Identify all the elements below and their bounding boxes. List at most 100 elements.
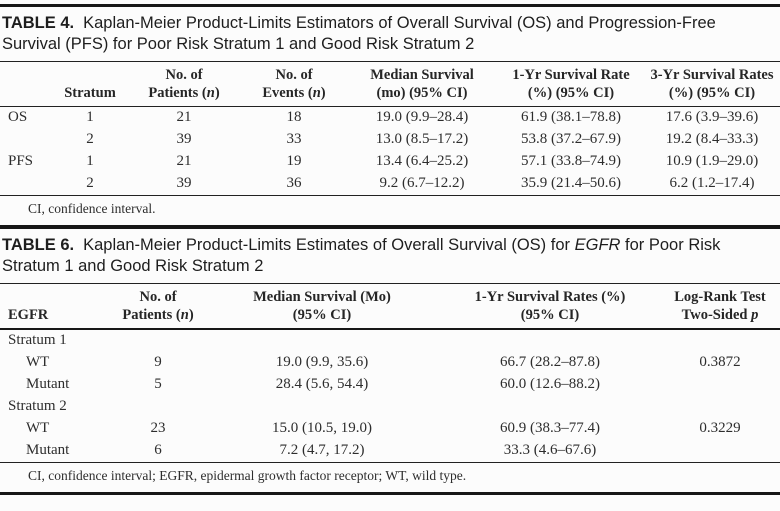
italic-n: n: [180, 307, 189, 323]
cell-egfr: WT: [26, 354, 50, 370]
cell-patients: 23: [150, 420, 166, 436]
cell-patients: 21: [176, 153, 192, 169]
cell-median: 19.0 (9.9–28.4): [375, 109, 469, 125]
col-header-median-line2: (95% CI): [292, 307, 352, 323]
col-header-stratum: Stratum: [54, 62, 126, 107]
cell-pvalue: 0.3229: [699, 420, 741, 436]
col-header-events-line2: Events (: [262, 85, 313, 101]
cell-median: 7.2 (4.7, 17.2): [279, 442, 365, 458]
cell-events: 33: [286, 131, 302, 147]
table4-header-row: Stratum No. of Patients (n) No. of Events …: [0, 61, 780, 107]
cell-group: PFS: [8, 153, 34, 169]
cell-3yr: 17.6 (3.9–39.6): [665, 109, 759, 125]
table4-header: Stratum No. of Patients (n) No. of Events …: [0, 61, 780, 107]
col-header-patients-line2: Patients (: [148, 85, 207, 101]
cell-pvalue: [660, 374, 780, 396]
col-header-patients: No. of Patients (n): [126, 62, 242, 107]
table4-title-text: Kaplan-Meier Product-Limits Estimators o…: [2, 14, 716, 53]
cell-patients: 39: [176, 131, 192, 147]
table-row: 2 39 33 13.0 (8.5–17.2) 53.8 (37.2–67.9)…: [0, 129, 780, 151]
cell-patients: 21: [176, 109, 192, 125]
cell-patients: 6: [154, 442, 162, 458]
table-row-group: Stratum 1: [0, 329, 780, 352]
col-header-patients-close: ): [188, 307, 194, 323]
col-header-3yr: 3-Yr Survival Rates (%) (95% CI): [644, 62, 780, 107]
journal-page: TABLE 4. Kaplan-Meier Product-Limits Esti…: [0, 4, 780, 511]
table-4-section: TABLE 4. Kaplan-Meier Product-Limits Esti…: [0, 4, 780, 229]
cell-1yr: 66.7 (28.2–87.8): [500, 354, 600, 370]
col-header-logrank: Log-Rank Test Two-Sided p: [660, 284, 780, 330]
table6-title-pre: Kaplan-Meier Product-Limits Estimates of…: [83, 236, 575, 254]
table6-bottom-rule: [0, 492, 780, 495]
table-row: 2 39 36 9.2 (6.7–12.2) 35.9 (21.4–50.6) …: [0, 173, 780, 195]
col-header-1yr-line2: (95% CI): [520, 307, 580, 323]
table4-body: OS 1 21 18 19.0 (9.9–28.4) 61.9 (38.1–78…: [0, 107, 780, 196]
table4-bottom-rule: [0, 225, 780, 229]
cell-patients: 9: [154, 354, 162, 370]
table4-top-rule: [0, 4, 780, 7]
cell-median: 9.2 (6.7–12.2): [379, 175, 465, 191]
table-row: Mutant 6 7.2 (4.7, 17.2) 33.3 (4.6–67.6): [0, 440, 780, 462]
table-row: WT 9 19.0 (9.9, 35.6) 66.7 (28.2–87.8) 0…: [0, 352, 780, 374]
cell-events: 19: [286, 153, 302, 169]
col-header-1yr: 1-Yr Survival Rate (%) (95% CI): [498, 62, 644, 107]
cell-egfr: Mutant: [26, 376, 70, 392]
table6-label: TABLE 6.: [2, 236, 75, 254]
col-header-1yr-line1: 1-Yr Survival Rates (%): [474, 289, 626, 305]
col-header-patients: No. of Patients (n): [112, 284, 204, 330]
cell-1yr: 57.1 (33.8–74.9): [521, 153, 621, 169]
table-row: Mutant 5 28.4 (5.6, 54.4) 60.0 (12.6–88.…: [0, 374, 780, 396]
table6-header: EGFR No. of Patients (n) Median Survival …: [0, 283, 780, 330]
cell-3yr: 6.2 (1.2–17.4): [669, 175, 755, 191]
table-row-group: Stratum 2: [0, 396, 780, 418]
col-header-egfr: EGFR: [8, 307, 49, 323]
col-header-events-line1: No. of: [275, 67, 313, 83]
cell-patients: 5: [154, 376, 162, 392]
col-header-patients-line1: No. of: [165, 67, 203, 83]
cell-events: 36: [286, 175, 302, 191]
col-header-patients-line1: No. of: [139, 289, 177, 305]
col-header-3yr-line2: (%) (95% CI): [668, 85, 756, 101]
table6-footnote: CI, confidence interval; EGFR, epidermal…: [0, 462, 780, 492]
col-header-median-line1: Median Survival: [370, 67, 474, 83]
col-header-events-close: ): [320, 85, 326, 101]
table6: EGFR No. of Patients (n) Median Survival …: [0, 283, 780, 462]
col-header-1yr-line1: 1-Yr Survival Rate: [512, 67, 630, 83]
cell-median: 28.4 (5.6, 54.4): [275, 376, 369, 392]
col-header-events: No. of Events (n): [242, 62, 346, 107]
cell-3yr: 19.2 (8.4–33.3): [665, 131, 759, 147]
cell-egfr: WT: [26, 420, 50, 436]
cell-median: 15.0 (10.5, 19.0): [272, 420, 372, 436]
col-header-3yr-line1: 3-Yr Survival Rates: [650, 67, 774, 83]
col-header-median-line1: Median Survival (Mo): [253, 289, 391, 305]
cell-1yr: 61.9 (38.1–78.8): [521, 109, 621, 125]
table6-header-row: EGFR No. of Patients (n) Median Survival …: [0, 283, 780, 330]
table-row: PFS 1 21 19 13.4 (6.4–25.2) 57.1 (33.8–7…: [0, 151, 780, 173]
italic-p: p: [751, 307, 759, 323]
cell-pvalue: 0.3872: [699, 354, 741, 370]
cell-1yr: 35.9 (21.4–50.6): [521, 175, 621, 191]
table4-footnote: CI, confidence interval.: [0, 195, 780, 225]
cell-median: 13.4 (6.4–25.2): [375, 153, 469, 169]
cell-1yr: 33.3 (4.6–67.6): [503, 442, 597, 458]
cell-stratum: 2: [86, 131, 94, 147]
cell-egfr: Mutant: [26, 442, 70, 458]
cell-events: 18: [286, 109, 302, 125]
col-header-patients-close: ): [214, 85, 220, 101]
col-header-logrank-line2: Two-Sided: [681, 307, 752, 323]
col-header-1yr-line2: (%) (95% CI): [527, 85, 615, 101]
cell-median: 13.0 (8.5–17.2): [375, 131, 469, 147]
col-header-median-line2: (mo) (95% CI): [376, 85, 468, 101]
gene-name-italic: EGFR: [574, 236, 621, 254]
table-6-section: TABLE 6. Kaplan-Meier Product-Limits Esti…: [0, 229, 780, 495]
table6-title-post: for Poor Risk Stratum 1 and Good Risk St…: [2, 236, 721, 275]
table4: Stratum No. of Patients (n) No. of Events …: [0, 61, 780, 195]
cell-group: [0, 129, 54, 151]
cell-1yr: 60.9 (38.3–77.4): [500, 420, 600, 436]
cell-1yr: 53.8 (37.2–67.9): [521, 131, 621, 147]
col-header-median: Median Survival (mo) (95% CI): [346, 62, 498, 107]
col-header-1yr: 1-Yr Survival Rates (%) (95% CI): [440, 284, 660, 330]
cell-3yr: 10.9 (1.9–29.0): [665, 153, 759, 169]
col-header-empty: [0, 62, 54, 107]
cell-pvalue: [660, 440, 780, 462]
